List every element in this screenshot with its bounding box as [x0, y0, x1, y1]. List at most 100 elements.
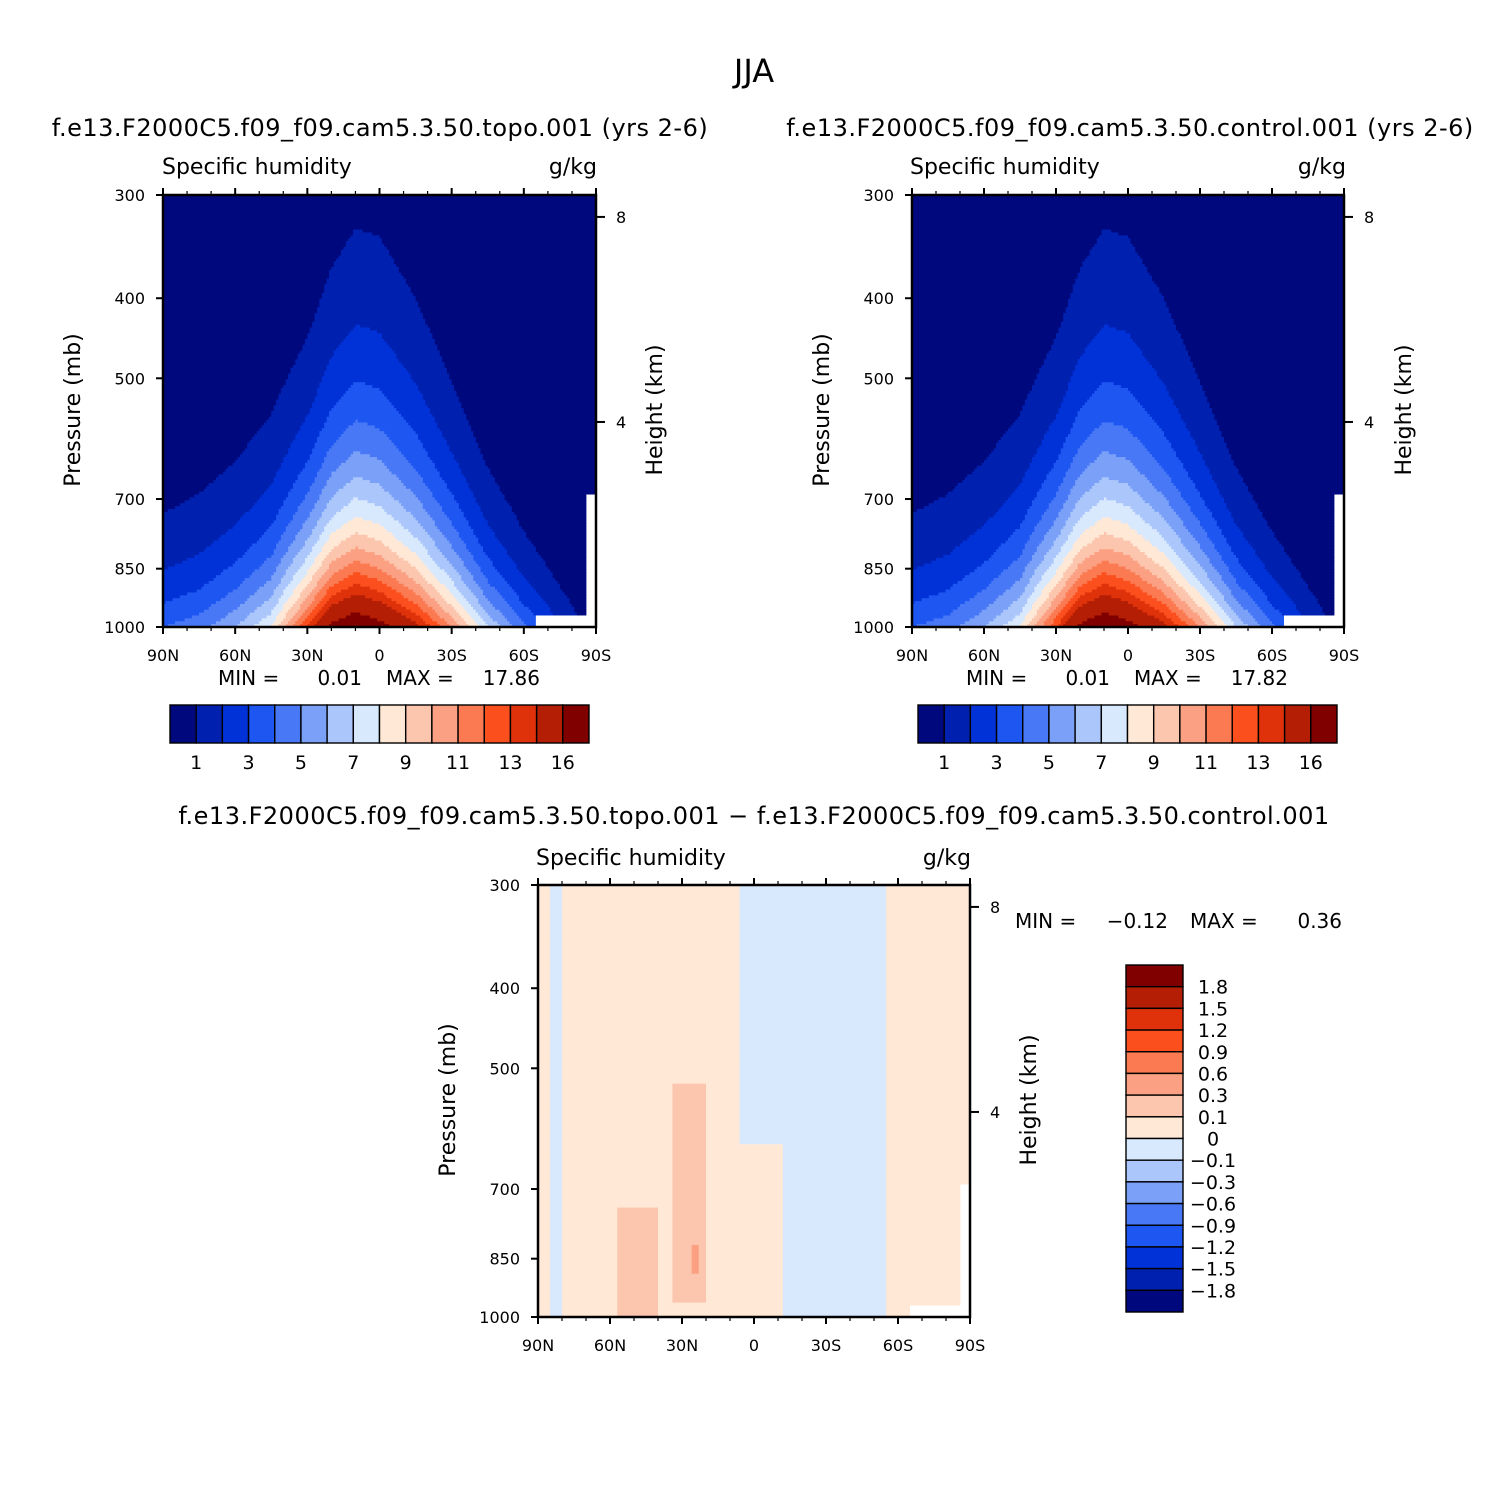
contour-cell: [1284, 549, 1335, 553]
contour-cell: [739, 1049, 887, 1053]
contour-cell: [331, 471, 393, 475]
contour-cell: [550, 928, 563, 932]
contour-cell: [1262, 609, 1280, 614]
contour-cell: [1171, 477, 1191, 481]
contour-cell: [415, 580, 429, 585]
contour-cell: [439, 350, 597, 354]
contour-cell: [341, 252, 390, 257]
contour-cell: [456, 390, 597, 395]
contour-cell: [1051, 344, 1088, 349]
contour-cell: [1029, 580, 1040, 585]
contour-cell: [886, 922, 971, 926]
contour-cell: [739, 1132, 887, 1137]
contour-cell: [562, 1173, 673, 1177]
contour-cell: [886, 1239, 961, 1243]
contour-cell: [163, 523, 236, 527]
contour-cell: [1221, 606, 1232, 611]
contour-cell: [1291, 557, 1335, 562]
contour-cell: [482, 606, 496, 611]
contour-cell: [562, 1083, 673, 1088]
contour-cell: [1046, 477, 1064, 481]
contour-cell: [1209, 468, 1239, 473]
contour-cell: [276, 474, 299, 478]
contour-cell: [1190, 434, 1223, 438]
contour-cell: [886, 954, 971, 958]
contour-cell: [886, 1034, 971, 1039]
contour-cell: [912, 546, 956, 550]
contour-cell: [1269, 618, 1285, 622]
contour-cell: [410, 287, 597, 291]
y-tick-label: 400: [863, 289, 894, 308]
contour-cell: [259, 537, 282, 542]
contour-cell: [672, 1089, 707, 1093]
contour-cell: [1032, 592, 1043, 596]
contour-cell: [475, 595, 486, 599]
contour-cell: [321, 465, 340, 470]
contour-cell: [1008, 537, 1031, 542]
contour-cell: [446, 439, 477, 444]
y-tick-label: 300: [114, 186, 145, 205]
contour-cell: [163, 506, 176, 510]
contour-cell: [1128, 483, 1153, 487]
contour-cell: [1214, 546, 1232, 550]
contour-cell: [562, 1247, 618, 1252]
contour-cell: [1051, 526, 1064, 530]
contour-cell: [360, 612, 402, 617]
contour-cell: [1257, 621, 1273, 625]
contour-cell: [586, 589, 597, 594]
contour-cell: [338, 255, 393, 259]
contour-cell: [1008, 606, 1023, 611]
contour-cell: [417, 569, 431, 573]
contour-cell: [225, 531, 265, 536]
contour-cell: [1022, 477, 1047, 481]
contour-cell: [912, 572, 971, 576]
contour-cell: [912, 595, 930, 599]
contour-cell: [417, 385, 455, 389]
contour-cell: [1060, 405, 1083, 409]
contour-cell: [550, 988, 563, 993]
contour-cell: [321, 491, 337, 496]
contour-cell: [1161, 601, 1175, 605]
contour-cell: [658, 1288, 673, 1292]
contour-cell: [1053, 560, 1064, 565]
contour-cell: [463, 411, 597, 415]
contour-cell: [456, 529, 474, 533]
contour-cell: [405, 606, 421, 611]
contour-cell: [886, 1265, 961, 1269]
contour-cell: [1015, 580, 1031, 585]
contour-cell: [672, 1098, 707, 1102]
contour-cell: [976, 465, 1031, 470]
contour-cell: [494, 480, 597, 484]
contour-cell: [782, 1288, 887, 1292]
contour-cell: [782, 1152, 887, 1157]
contour-cell: [886, 1141, 971, 1145]
contour-cell: [886, 1198, 961, 1203]
contour-cell: [550, 957, 563, 961]
contour-cell: [1094, 459, 1131, 464]
contour-cell: [886, 931, 971, 935]
contour-cell: [1099, 454, 1117, 458]
contour-cell: [1200, 491, 1220, 496]
colorbar-label: 0.9: [1198, 1042, 1228, 1064]
contour-cell: [442, 508, 462, 513]
contour-cell: [1032, 500, 1052, 504]
contour-cell: [227, 465, 282, 470]
contour-cell: [1236, 580, 1256, 585]
contour-cell: [312, 405, 335, 409]
contour-cell: [586, 531, 597, 536]
contour-cell: [1046, 598, 1055, 602]
contour-cell: [163, 387, 282, 392]
contour-cell: [557, 580, 587, 585]
contour-cell: [782, 1193, 887, 1197]
contour-cell: [331, 621, 385, 625]
contour-cell: [1132, 393, 1170, 398]
contour-cell: [912, 405, 1023, 409]
contour-cell: [434, 341, 597, 346]
contour-cell: [538, 1305, 551, 1309]
contour-cell: [1224, 580, 1237, 585]
contour-cell: [1178, 408, 1213, 412]
contour-cell: [912, 488, 954, 493]
contour-cell: [314, 442, 335, 447]
contour-cell: [538, 1144, 551, 1148]
contour-cell: [672, 1259, 693, 1263]
